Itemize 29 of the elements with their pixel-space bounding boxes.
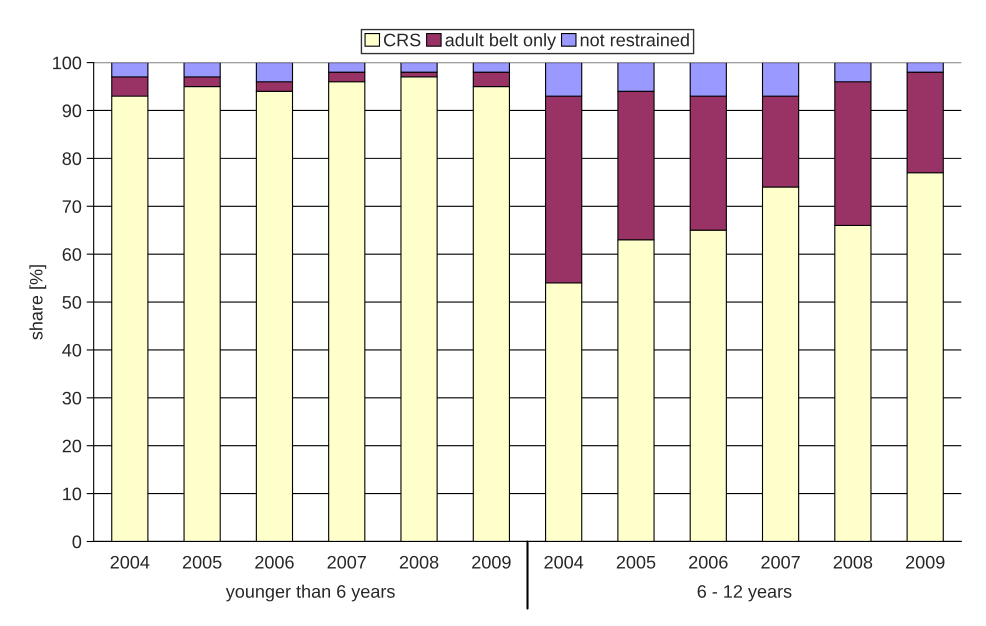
y-tick-label: 20: [62, 440, 82, 452]
text: 6 - 12 years: [698, 585, 792, 602]
x-tick-label: 2008: [400, 556, 438, 569]
x-tick-label: 2004: [544, 556, 584, 569]
x-tick-label: 2009: [472, 556, 511, 569]
x-tick-label: 2007: [761, 556, 800, 569]
x-tick-label: 2008: [834, 556, 872, 569]
x-tick-label: 2005: [182, 556, 222, 569]
x-tick-label: 2006: [689, 556, 728, 569]
y-tick-label: 50: [62, 296, 82, 309]
y-axis-title: share [%]: [29, 265, 46, 340]
y-tick-label: 0: [72, 535, 82, 548]
y-tick-label: 30: [62, 392, 82, 405]
y-tick-label: 40: [62, 344, 82, 357]
y-tick-label: 10: [63, 488, 82, 500]
text: younger than 6 years: [226, 584, 395, 602]
y-tick-label: 100: [53, 56, 82, 70]
x-tick-label: 2007: [328, 556, 366, 569]
x-tick-label: 2004: [110, 556, 150, 569]
y-tick-label: 80: [62, 152, 82, 166]
legend-label: not restrained: [580, 33, 689, 46]
y-tick-label: 60: [62, 248, 82, 261]
legend-label: adult belt only: [445, 33, 556, 50]
y-tick-label: 70: [62, 200, 82, 213]
x-tick-label: 2005: [616, 556, 656, 569]
x-tick-label: 2009: [906, 556, 944, 569]
x-tick-label: 2006: [255, 556, 294, 569]
y-tick-label: 90: [62, 104, 82, 118]
legend-label: CRS: [384, 34, 420, 46]
